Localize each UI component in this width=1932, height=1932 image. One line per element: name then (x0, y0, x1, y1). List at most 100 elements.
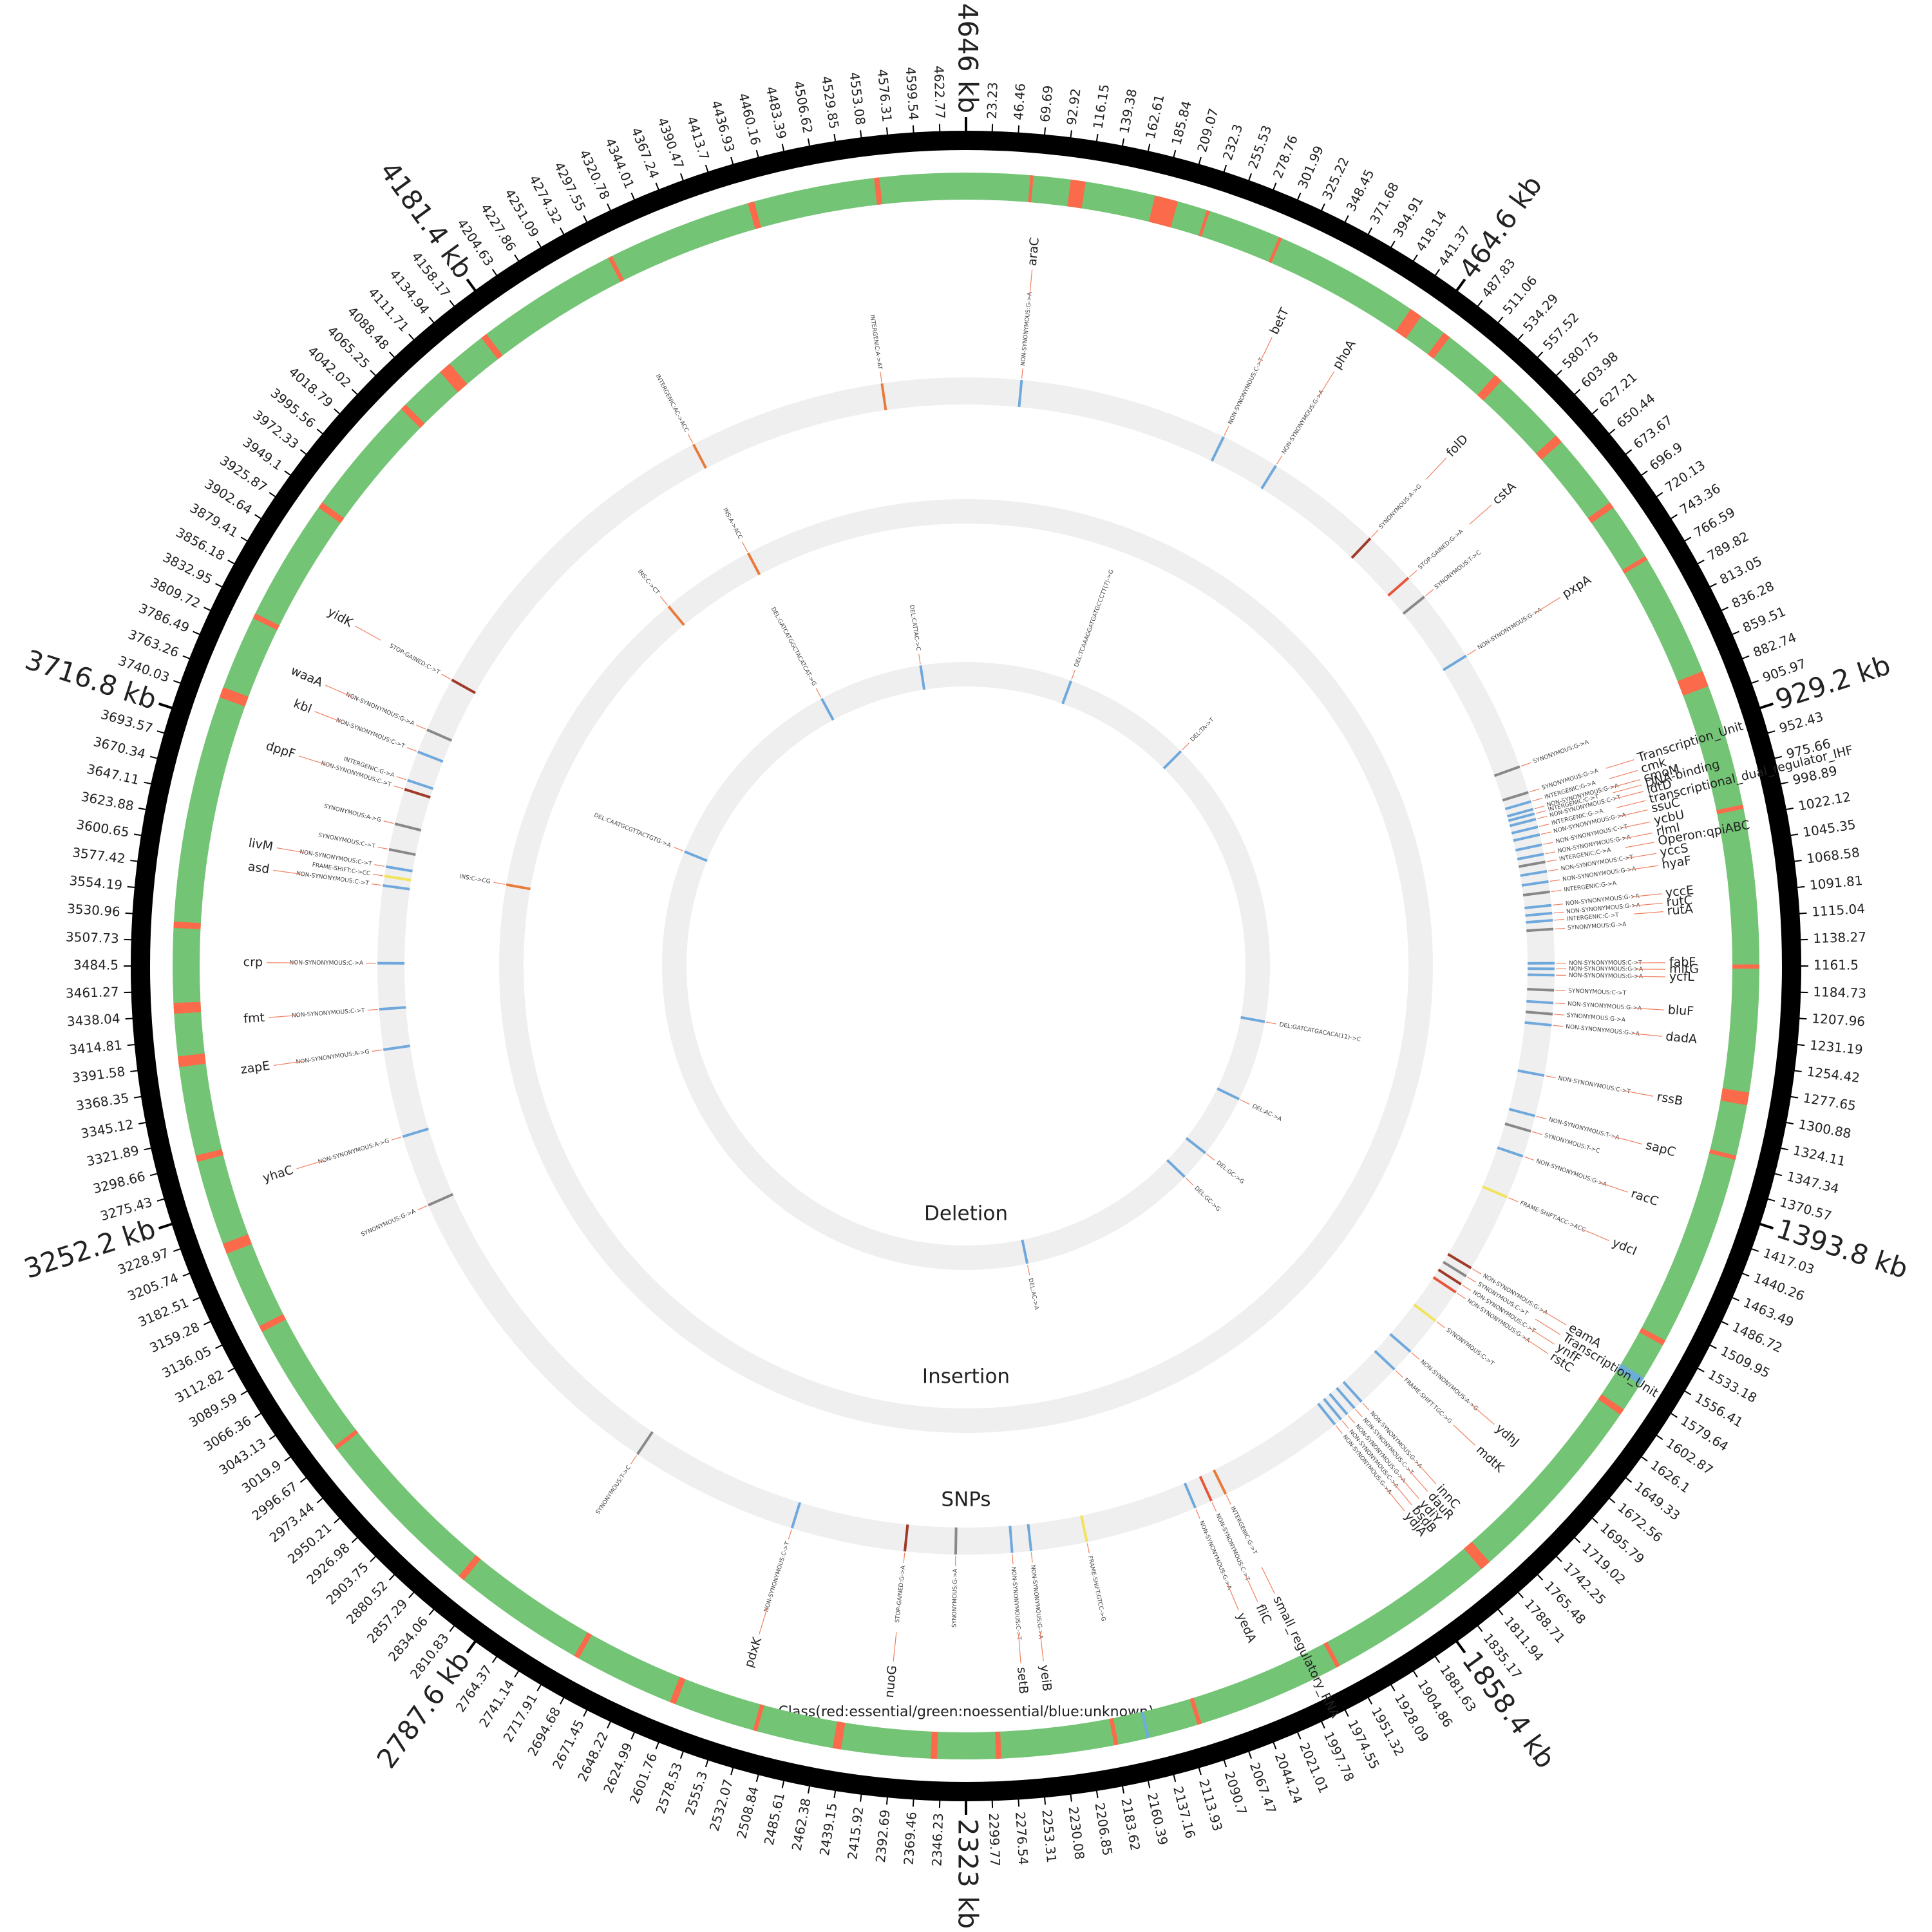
snp-connector (1472, 1405, 1495, 1425)
snp-connector (1529, 1327, 1555, 1345)
tick-label: 92.92 (1064, 88, 1084, 126)
snp-connector (1530, 788, 1540, 793)
essential-region (931, 1731, 938, 1759)
snp-mark (1260, 464, 1277, 489)
tick-label: 2183.62 (1118, 1797, 1143, 1852)
snp-connector (1535, 597, 1561, 614)
gene-label: rssB (1656, 1090, 1684, 1108)
minor-tick (215, 1344, 223, 1349)
snp-connector (325, 685, 353, 697)
minor-tick (1198, 1767, 1202, 1776)
tick-label: 301.99 (1294, 144, 1327, 191)
minor-tick (144, 1147, 152, 1151)
snp-connector (1395, 1370, 1403, 1378)
snp-mark (407, 779, 434, 790)
major-tick (1455, 1640, 1466, 1654)
snp-annotation: SYNONYMOUS:G->A (1566, 1012, 1626, 1024)
minor-tick (316, 1497, 324, 1504)
major-tick (1759, 1222, 1774, 1230)
minor-tick (334, 408, 341, 415)
snp-connector (1605, 759, 1634, 769)
snp-annotation: SYNONYMOUS:C->T (317, 832, 376, 850)
minor-tick (254, 1412, 262, 1418)
gene-label: asd (247, 860, 270, 876)
essential-region (1677, 671, 1709, 696)
tick-label: 1138.27 (1813, 929, 1866, 947)
insertion-title: Insertion (922, 1365, 1010, 1388)
tick-label: 4553.08 (846, 71, 868, 126)
snp-mark (1210, 436, 1225, 462)
snp-connector (1318, 371, 1335, 397)
tick-label: 1184.73 (1813, 984, 1866, 1001)
essential-region (1535, 435, 1562, 460)
minor-tick (149, 1173, 158, 1177)
snp-mark (1518, 860, 1546, 868)
minor-tick (607, 204, 612, 211)
snp-connector (1535, 810, 1546, 814)
minor-tick (1367, 227, 1373, 235)
minor-tick (1555, 1555, 1562, 1562)
snp-mark (1527, 987, 1555, 992)
minor-tick (1367, 1697, 1373, 1705)
essential-region (1477, 375, 1502, 401)
snp-connector (1616, 800, 1646, 808)
minor-tick (1273, 1741, 1277, 1750)
snp-mark (1520, 869, 1548, 877)
snp-connector (1633, 902, 1663, 907)
minor-tick (655, 1741, 659, 1750)
snp-connector (1546, 859, 1557, 862)
tick-label: 4599.54 (903, 66, 922, 120)
deletion-mark (1217, 1087, 1240, 1101)
snp-mark (451, 678, 477, 694)
gene-label: yhaC (261, 1163, 295, 1186)
minor-tick (1741, 1273, 1750, 1277)
minor-tick (1780, 781, 1788, 785)
minor-tick (1390, 1684, 1396, 1692)
gene-label: kbl (292, 696, 314, 716)
minor-tick (1477, 1625, 1483, 1633)
essential-region (1464, 1542, 1490, 1569)
deletion-connector (918, 654, 921, 665)
tick-label: 2532.07 (706, 1777, 736, 1833)
tick-label: 2601.76 (627, 1751, 661, 1806)
tick-label: 255.53 (1245, 123, 1274, 171)
minor-tick (408, 1591, 415, 1598)
tick-label: 4506.62 (791, 80, 816, 135)
minor-tick (1794, 860, 1802, 862)
tick-label: 1347.34 (1785, 1168, 1841, 1197)
snp-mark (1317, 1403, 1336, 1426)
minor-tick (240, 1390, 248, 1396)
minor-tick (536, 240, 542, 248)
minor-tick (156, 1198, 165, 1202)
minor-tick (1608, 1497, 1616, 1504)
minor-tick (1223, 1759, 1227, 1768)
snp-mark (1442, 654, 1467, 672)
snp-connector (371, 883, 382, 886)
deletion-connector (1181, 743, 1190, 751)
snp-mark (1527, 973, 1555, 977)
tick-label: 3391.58 (71, 1064, 126, 1086)
snp-annotation: NON-SYNONYMOUS:C->T (1558, 1075, 1631, 1095)
essential-region (1067, 179, 1086, 209)
snp-mark (1508, 812, 1535, 822)
tick-label: 1161.5 (1814, 958, 1859, 973)
minor-tick (204, 1320, 211, 1325)
snp-connector (880, 372, 882, 383)
snp-connector (1211, 1502, 1217, 1512)
snp-connector (1540, 831, 1551, 835)
minor-tick (781, 1780, 785, 1788)
snp-connector (1385, 1487, 1405, 1511)
minor-tick (559, 227, 565, 235)
snp-mark (402, 1127, 430, 1138)
gene-label: dadA (1665, 1029, 1698, 1046)
minor-tick (1774, 755, 1783, 759)
minor-tick (316, 428, 324, 435)
gene-label: pxpA (1560, 573, 1594, 601)
snp-mark (1437, 1268, 1462, 1285)
minor-tick (1296, 1732, 1302, 1739)
snp-connector (1553, 904, 1564, 905)
major-tick (466, 278, 477, 292)
minor-tick (607, 1721, 612, 1728)
minor-tick (1248, 173, 1253, 181)
